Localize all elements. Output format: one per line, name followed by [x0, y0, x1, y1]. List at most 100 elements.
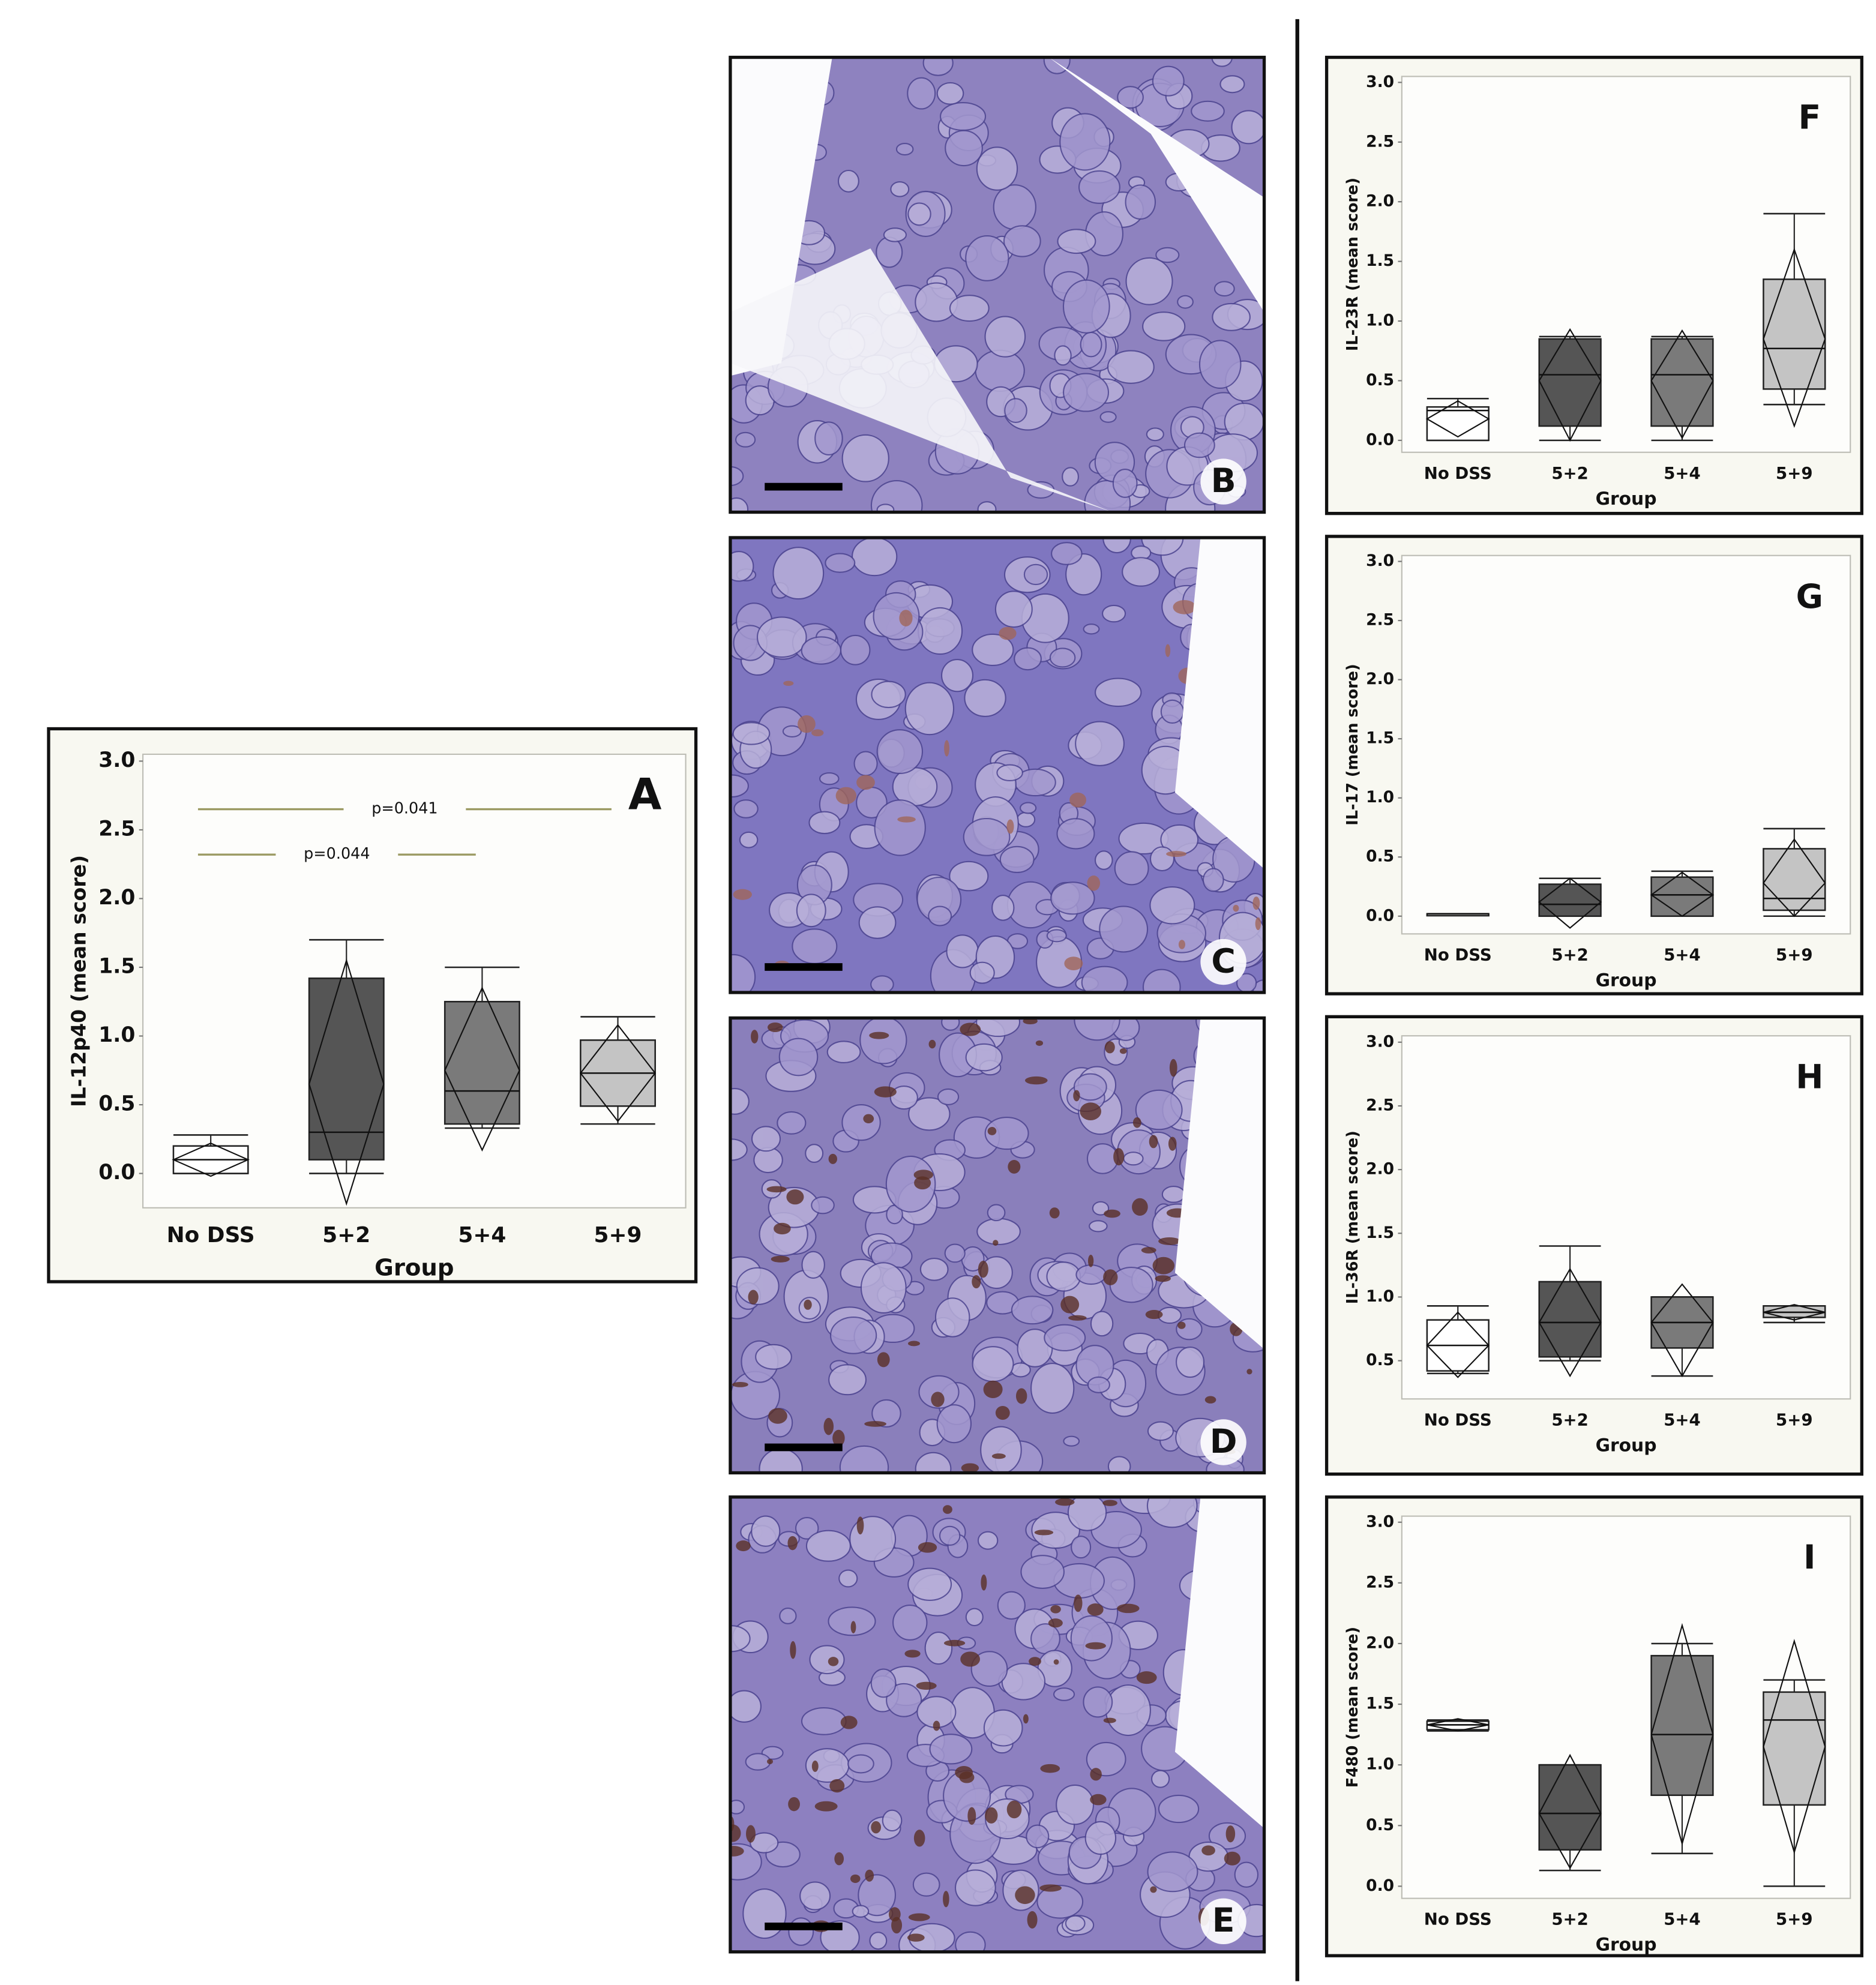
- stain: [1113, 1148, 1125, 1166]
- gland: [841, 1104, 881, 1141]
- gland: [809, 1645, 845, 1675]
- gland: [972, 633, 1014, 667]
- gland: [919, 1257, 949, 1281]
- gland: [777, 1111, 807, 1135]
- y-tick-label: 1.5: [1366, 1224, 1394, 1242]
- gland: [870, 1668, 897, 1698]
- gland: [972, 1346, 1014, 1383]
- histology-image: [730, 538, 1264, 992]
- gland: [1070, 1615, 1113, 1662]
- panel-letter: G: [1796, 578, 1823, 616]
- gland: [876, 503, 895, 512]
- gland: [1142, 968, 1181, 992]
- stain: [995, 1405, 1010, 1420]
- gland: [756, 616, 807, 658]
- gland: [1071, 1536, 1092, 1559]
- stain: [1165, 644, 1171, 657]
- stain: [1035, 1040, 1044, 1047]
- stain: [904, 1650, 921, 1658]
- gland: [944, 1243, 966, 1263]
- gland: [1234, 1861, 1259, 1888]
- stain: [972, 1275, 981, 1289]
- gland: [873, 592, 920, 640]
- y-tick-label: 1.5: [98, 954, 135, 978]
- gland: [1176, 1318, 1203, 1341]
- gland: [922, 57, 954, 76]
- y-tick-label: 1.0: [1366, 788, 1394, 806]
- stain: [840, 1716, 858, 1729]
- gland: [1073, 1073, 1107, 1101]
- y-axis-label: IL-23R (mean score): [1344, 178, 1362, 351]
- gland: [1056, 818, 1095, 850]
- stain: [1039, 1884, 1062, 1892]
- stain: [1053, 1659, 1059, 1665]
- stain: [1149, 1135, 1158, 1149]
- stain: [888, 1907, 901, 1922]
- gland: [883, 227, 907, 242]
- gland: [976, 1218, 1021, 1246]
- panel-letter: F: [1798, 99, 1821, 137]
- stain: [1155, 1275, 1171, 1282]
- y-tick-label: 0.5: [1366, 1816, 1394, 1834]
- stain: [1087, 875, 1101, 891]
- stain: [850, 1621, 856, 1633]
- gland: [858, 1874, 897, 1917]
- stain: [798, 715, 816, 733]
- gland: [1075, 721, 1125, 766]
- gland: [1149, 886, 1195, 925]
- panel-letter: B: [1211, 462, 1236, 500]
- mean-diamond: [172, 1143, 250, 1177]
- gland: [970, 1651, 1008, 1687]
- stain: [897, 816, 916, 823]
- stain: [1224, 1851, 1240, 1866]
- stain: [1027, 1911, 1038, 1929]
- stain: [1145, 1310, 1163, 1320]
- gland: [1003, 225, 1041, 257]
- lumen: [730, 57, 832, 376]
- gland: [733, 799, 759, 818]
- stain: [1087, 1603, 1104, 1616]
- gland: [1075, 1264, 1107, 1285]
- gland: [1107, 1456, 1131, 1473]
- y-axis-label: F480 (mean score): [1344, 1627, 1362, 1788]
- stain: [856, 775, 875, 790]
- gland: [751, 1126, 781, 1152]
- y-axis-label: IL-36R (mean score): [1344, 1131, 1362, 1304]
- stain: [1104, 1041, 1115, 1054]
- stain: [811, 729, 824, 737]
- gland: [1095, 677, 1142, 707]
- gland: [1081, 965, 1128, 992]
- mean-diamond: [1425, 400, 1490, 438]
- stain: [913, 1830, 925, 1847]
- y-tick-label: 3.0: [1366, 1032, 1394, 1051]
- stain: [874, 1086, 897, 1098]
- stain: [767, 1023, 783, 1032]
- gland: [1123, 1152, 1144, 1166]
- gland: [788, 1917, 814, 1946]
- gland: [847, 1754, 874, 1774]
- y-tick-label: 0.0: [98, 1161, 135, 1185]
- gland: [755, 1344, 792, 1370]
- gland: [1014, 647, 1042, 671]
- gland: [852, 1905, 870, 1918]
- y-tick-label: 1.0: [1366, 1755, 1394, 1774]
- stain: [1068, 1315, 1087, 1321]
- stain: [1103, 1269, 1118, 1285]
- gland: [874, 799, 926, 856]
- gland: [965, 1608, 984, 1627]
- gland: [799, 1881, 831, 1911]
- gland: [736, 1267, 780, 1305]
- gland: [977, 1531, 999, 1550]
- stain: [1023, 1714, 1029, 1724]
- gland: [801, 636, 842, 665]
- stain: [829, 1779, 845, 1793]
- gland: [1050, 881, 1095, 915]
- x-tick-label: 5+2: [1551, 1410, 1589, 1429]
- y-tick-label: 3.0: [1366, 1512, 1394, 1531]
- y-tick-label: 2.5: [98, 817, 135, 841]
- gland: [1026, 1824, 1050, 1849]
- gland: [882, 1809, 903, 1832]
- mean-diamond: [1538, 877, 1602, 929]
- panel-letter: I: [1803, 1539, 1816, 1577]
- stain: [771, 1255, 790, 1263]
